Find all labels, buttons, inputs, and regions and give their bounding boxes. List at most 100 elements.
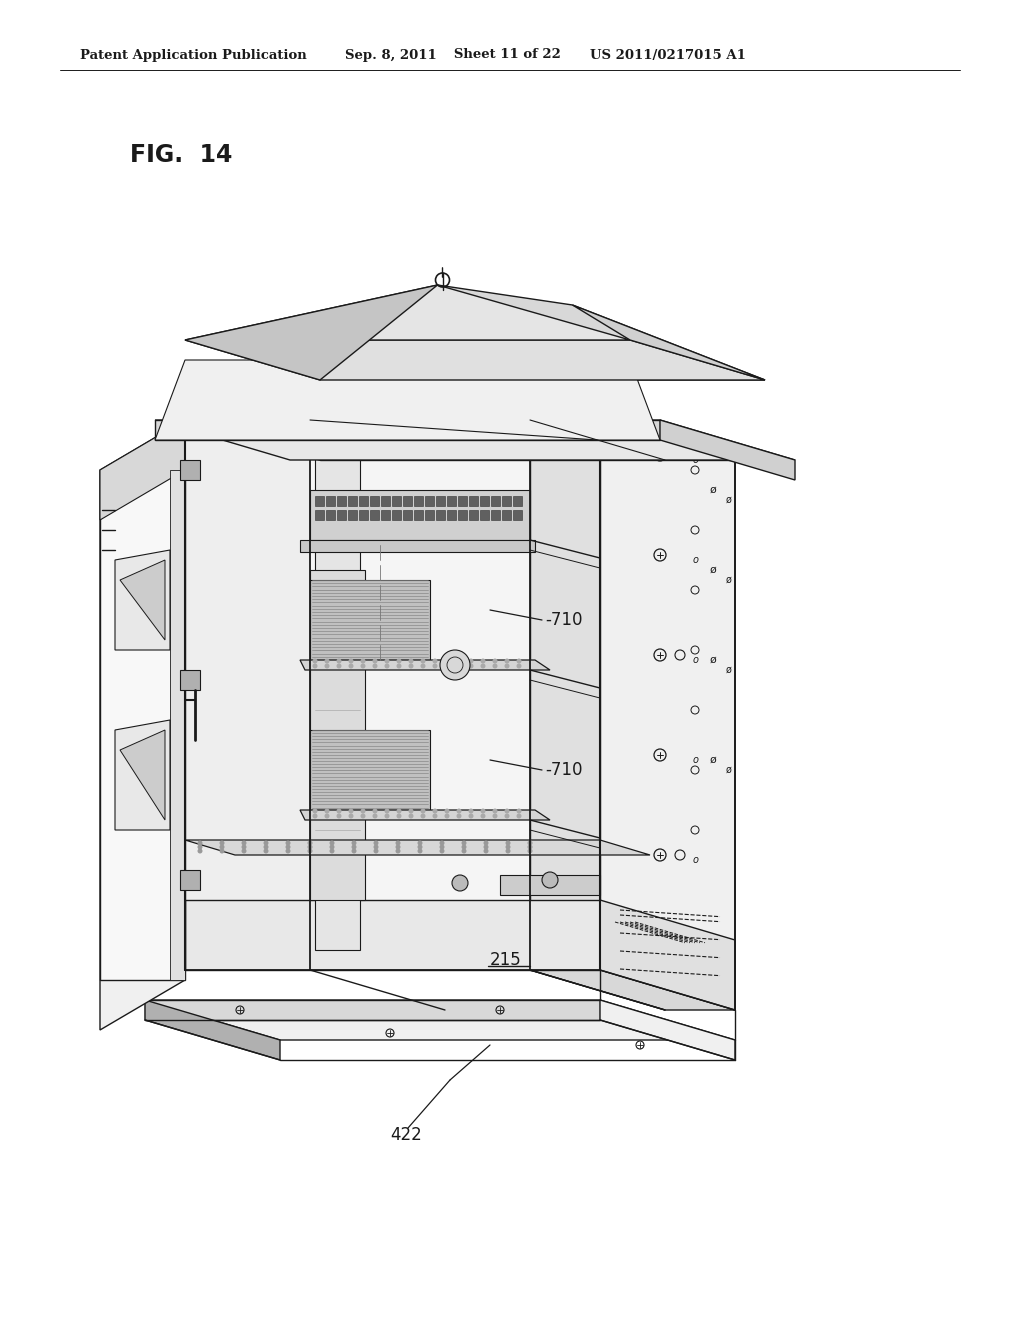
Polygon shape bbox=[145, 1001, 280, 1060]
Polygon shape bbox=[180, 870, 200, 890]
Circle shape bbox=[219, 841, 224, 846]
Polygon shape bbox=[310, 420, 530, 970]
Text: ø: ø bbox=[710, 565, 717, 576]
Bar bbox=[447, 510, 456, 520]
Polygon shape bbox=[500, 875, 600, 895]
Polygon shape bbox=[530, 420, 600, 970]
Polygon shape bbox=[310, 490, 530, 540]
Circle shape bbox=[374, 845, 379, 850]
Bar bbox=[326, 510, 335, 520]
Bar bbox=[403, 510, 412, 520]
Text: Sheet 11 of 22: Sheet 11 of 22 bbox=[440, 49, 561, 62]
Circle shape bbox=[374, 841, 379, 846]
Circle shape bbox=[457, 808, 462, 813]
Text: ø: ø bbox=[710, 484, 717, 495]
Polygon shape bbox=[100, 420, 185, 1030]
Circle shape bbox=[439, 845, 444, 850]
Polygon shape bbox=[185, 285, 437, 380]
Text: Patent Application Publication: Patent Application Publication bbox=[80, 49, 307, 62]
Bar bbox=[490, 510, 500, 520]
Circle shape bbox=[444, 808, 450, 813]
Circle shape bbox=[421, 813, 426, 818]
Circle shape bbox=[396, 813, 401, 818]
Circle shape bbox=[432, 808, 437, 813]
Circle shape bbox=[480, 808, 485, 813]
Bar bbox=[458, 496, 467, 506]
Circle shape bbox=[307, 849, 312, 854]
Circle shape bbox=[444, 659, 450, 664]
Circle shape bbox=[409, 813, 414, 818]
Polygon shape bbox=[185, 341, 765, 380]
Circle shape bbox=[418, 841, 423, 846]
Bar bbox=[337, 510, 346, 520]
Bar bbox=[359, 496, 368, 506]
Circle shape bbox=[286, 841, 291, 846]
Circle shape bbox=[469, 659, 473, 664]
Bar bbox=[513, 496, 522, 506]
Circle shape bbox=[286, 849, 291, 854]
Circle shape bbox=[440, 649, 470, 680]
Circle shape bbox=[516, 808, 521, 813]
Circle shape bbox=[462, 845, 467, 850]
Polygon shape bbox=[660, 420, 795, 480]
Circle shape bbox=[325, 813, 330, 818]
Text: FIG.  14: FIG. 14 bbox=[130, 143, 232, 168]
Polygon shape bbox=[100, 470, 185, 979]
Circle shape bbox=[505, 808, 510, 813]
Bar bbox=[381, 496, 390, 506]
Circle shape bbox=[374, 849, 379, 854]
Polygon shape bbox=[185, 420, 310, 970]
Bar bbox=[469, 496, 478, 506]
Circle shape bbox=[360, 664, 366, 668]
Circle shape bbox=[493, 659, 498, 664]
Polygon shape bbox=[155, 420, 795, 459]
Circle shape bbox=[493, 813, 498, 818]
Polygon shape bbox=[600, 1001, 735, 1060]
Circle shape bbox=[516, 813, 521, 818]
Text: -710: -710 bbox=[545, 611, 583, 630]
Circle shape bbox=[432, 664, 437, 668]
Bar bbox=[425, 496, 434, 506]
Bar bbox=[480, 510, 489, 520]
Polygon shape bbox=[572, 305, 765, 380]
Circle shape bbox=[325, 659, 330, 664]
Polygon shape bbox=[100, 420, 185, 520]
Circle shape bbox=[330, 841, 335, 846]
Circle shape bbox=[337, 659, 341, 664]
Circle shape bbox=[337, 808, 341, 813]
Circle shape bbox=[351, 845, 356, 850]
Circle shape bbox=[348, 808, 353, 813]
Polygon shape bbox=[155, 360, 660, 440]
Bar bbox=[381, 510, 390, 520]
Circle shape bbox=[337, 813, 341, 818]
Bar bbox=[414, 510, 423, 520]
Bar bbox=[480, 496, 489, 506]
Bar bbox=[326, 496, 335, 506]
Circle shape bbox=[242, 849, 247, 854]
Bar bbox=[436, 510, 445, 520]
Circle shape bbox=[444, 664, 450, 668]
Circle shape bbox=[457, 659, 462, 664]
Circle shape bbox=[348, 813, 353, 818]
Circle shape bbox=[409, 664, 414, 668]
Circle shape bbox=[373, 664, 378, 668]
Circle shape bbox=[469, 808, 473, 813]
Text: ø: ø bbox=[710, 755, 717, 766]
Polygon shape bbox=[310, 579, 430, 660]
Polygon shape bbox=[600, 420, 735, 1010]
Bar bbox=[315, 510, 324, 520]
Polygon shape bbox=[185, 840, 650, 855]
Circle shape bbox=[330, 845, 335, 850]
Circle shape bbox=[480, 664, 485, 668]
Polygon shape bbox=[145, 1001, 600, 1020]
Circle shape bbox=[325, 808, 330, 813]
Circle shape bbox=[469, 813, 473, 818]
Polygon shape bbox=[530, 970, 735, 1010]
Circle shape bbox=[351, 841, 356, 846]
Circle shape bbox=[469, 664, 473, 668]
Polygon shape bbox=[155, 420, 660, 440]
Circle shape bbox=[330, 849, 335, 854]
Circle shape bbox=[396, 659, 401, 664]
Circle shape bbox=[527, 845, 532, 850]
Circle shape bbox=[506, 845, 511, 850]
